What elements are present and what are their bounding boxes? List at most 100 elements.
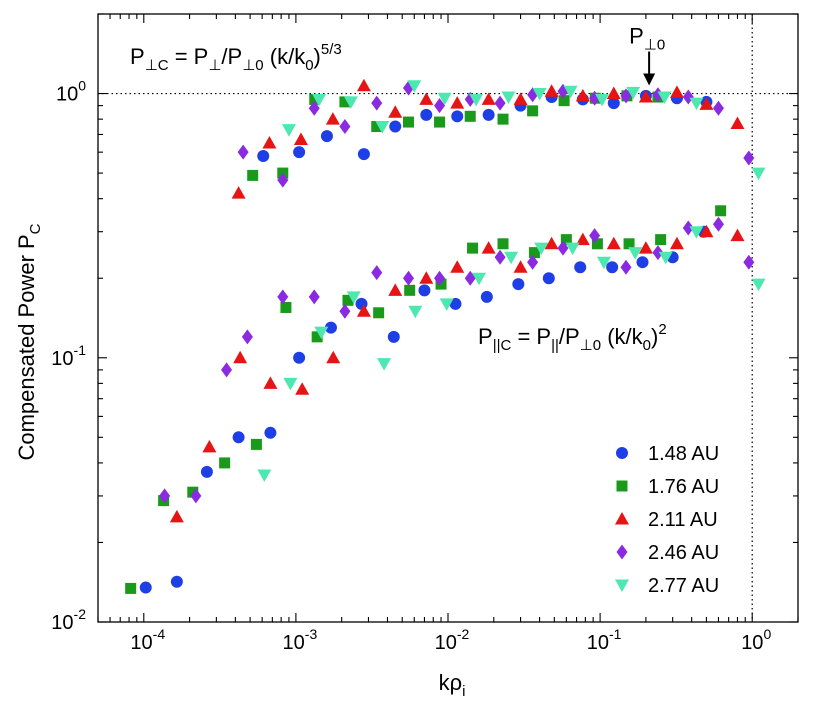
legend-label: 2.46 AU: [648, 542, 719, 564]
data-point-par: [125, 582, 137, 594]
data-point-perp: [308, 100, 320, 116]
data-point-perp: [638, 90, 653, 103]
par-formula-kk: (k/k: [601, 324, 644, 349]
data-point-par: [715, 205, 727, 217]
arrow-label-main: P: [629, 24, 644, 49]
data-point-perp: [403, 116, 415, 128]
data-point-perp: [325, 112, 340, 125]
data-point-perp: [375, 121, 390, 134]
legend-marker: [616, 480, 628, 492]
data-point-perp: [339, 119, 351, 135]
x-tick-label-base: 10: [130, 632, 152, 654]
data-point-perp: [231, 186, 246, 199]
data-point-par: [528, 247, 540, 259]
data-point-perp: [497, 113, 509, 125]
par-formula-eq: = P: [511, 324, 551, 349]
data-point-par: [439, 298, 454, 311]
data-point-par: [565, 242, 580, 256]
data-point-par: [628, 247, 643, 260]
x-tick-label-base: 10: [587, 632, 609, 654]
data-point-perp: [527, 105, 539, 117]
data-point-par: [418, 284, 431, 297]
data-point-perp: [320, 130, 333, 143]
data-point-perp: [277, 172, 289, 188]
x-tick-label-base: 10: [283, 632, 305, 654]
par-formula-p: P: [478, 324, 493, 349]
x-tick-label-exponent: -4: [153, 626, 166, 642]
data-point-par: [472, 272, 487, 286]
data-point-perp: [532, 88, 547, 101]
par-formula-sub-0: 0: [643, 337, 651, 354]
data-point-par: [467, 242, 479, 254]
x-tick-label: 100: [741, 626, 771, 654]
data-point-par: [283, 377, 298, 391]
data-point-par: [606, 236, 621, 250]
par-formula-annotation: P||C = P||/P⊥0 (k/k0)2: [478, 321, 667, 354]
data-point-par: [232, 431, 245, 444]
data-point-par: [219, 457, 231, 469]
data-point-par: [346, 291, 361, 304]
data-point-par: [170, 575, 183, 588]
legend: 1.48 AU 1.76 AU 2.11 AU 2.46 AU 2.77 AU: [615, 443, 719, 597]
x-tick-label: 10-4: [130, 626, 165, 654]
data-point-par: [751, 278, 766, 292]
series-2-77-au: [257, 80, 766, 483]
y-tick-label-base: 10: [51, 612, 73, 634]
data-point-perp: [389, 120, 402, 133]
data-point-perp: [469, 93, 484, 107]
data-point-par: [542, 272, 555, 285]
legend-item: 1.48 AU: [616, 443, 719, 465]
data-point-par: [652, 245, 664, 261]
data-point-par: [404, 284, 416, 296]
data-point-perp: [743, 150, 755, 166]
perp-formula-sub-perp0: ⊥0: [242, 57, 263, 74]
data-point-par: [658, 251, 673, 265]
data-point-par: [190, 488, 202, 504]
data-point-perp: [388, 105, 403, 118]
par-formula-sub-par: ||: [551, 337, 559, 354]
legend-item: 1.76 AU: [616, 476, 719, 498]
legend-item: 2.77 AU: [615, 575, 719, 597]
data-point-perp: [371, 95, 383, 111]
data-point-par: [311, 331, 323, 343]
data-point-par: [326, 350, 341, 364]
perp-formula-eq: = P: [169, 44, 209, 69]
data-point-par: [591, 238, 603, 250]
data-point-par: [655, 234, 667, 246]
data-point-perp: [682, 89, 694, 105]
x-axis-label: kρi: [439, 670, 466, 700]
data-point-perp: [730, 116, 745, 130]
data-point-par: [450, 260, 465, 273]
data-point-par: [388, 283, 403, 296]
x-tick-label-exponent: -1: [609, 626, 622, 642]
data-point-perp: [626, 86, 641, 100]
legend-marker: [616, 447, 628, 459]
par-formula-exponent: 2: [658, 321, 666, 338]
data-point-par: [408, 305, 423, 319]
series-markers: [125, 78, 766, 594]
data-point-par: [403, 270, 415, 286]
data-point-par: [512, 278, 525, 291]
data-point-par: [596, 256, 611, 270]
perp-formula-exponent: 5/3: [321, 41, 342, 58]
data-point-perp: [262, 135, 277, 149]
data-point-perp: [689, 97, 704, 111]
data-point-par: [712, 216, 724, 232]
data-point-perp: [482, 108, 495, 121]
data-point-par: [730, 228, 745, 242]
x-tick-label: 10-2: [435, 626, 470, 654]
y-tick-label-exponent: 0: [78, 78, 86, 94]
legend-label: 1.48 AU: [648, 443, 719, 465]
data-point-par: [159, 488, 171, 504]
data-point-perp: [501, 91, 516, 105]
data-point-par: [419, 271, 434, 284]
data-point-perp: [450, 96, 465, 109]
data-point-par: [544, 236, 559, 250]
x-tick-label-exponent: -3: [305, 626, 318, 642]
data-point-par: [257, 469, 272, 483]
data-point-par: [636, 256, 649, 269]
arrow-label-sub: ⊥0: [644, 37, 665, 54]
legend-label: 2.77 AU: [648, 575, 719, 597]
data-point-perp: [652, 87, 664, 103]
